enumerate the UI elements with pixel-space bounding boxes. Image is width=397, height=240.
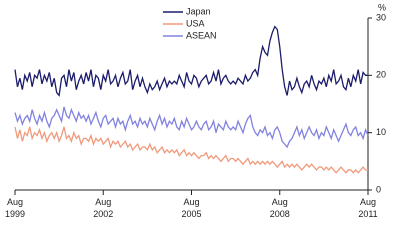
legend-label: ASEAN — [186, 30, 217, 40]
x-tick-label: Aug 2005 — [181, 197, 201, 219]
y-tick-label: 10 — [376, 127, 386, 137]
x-tick-label: Aug 1999 — [5, 197, 25, 219]
legend-label: USA — [186, 18, 205, 28]
y-tick-label: 30 — [376, 12, 386, 22]
series-line — [14, 106, 369, 149]
x-tick-label: Aug 2008 — [270, 197, 290, 219]
y-unit: % — [378, 2, 386, 12]
y-tick-label: 0 — [376, 184, 381, 194]
chart: % 0 10 20 30 Aug 1999 Aug 2002 Aug 2005 Aug 2008 Aug… — [5, 2, 386, 219]
x-tick-label: Aug 2011 — [358, 197, 377, 219]
series-line — [14, 126, 368, 174]
y-tick-label: 20 — [376, 70, 386, 80]
series-line — [14, 25, 368, 97]
legend-label: Japan — [186, 6, 211, 16]
x-tick-label: Aug 2002 — [93, 197, 113, 219]
